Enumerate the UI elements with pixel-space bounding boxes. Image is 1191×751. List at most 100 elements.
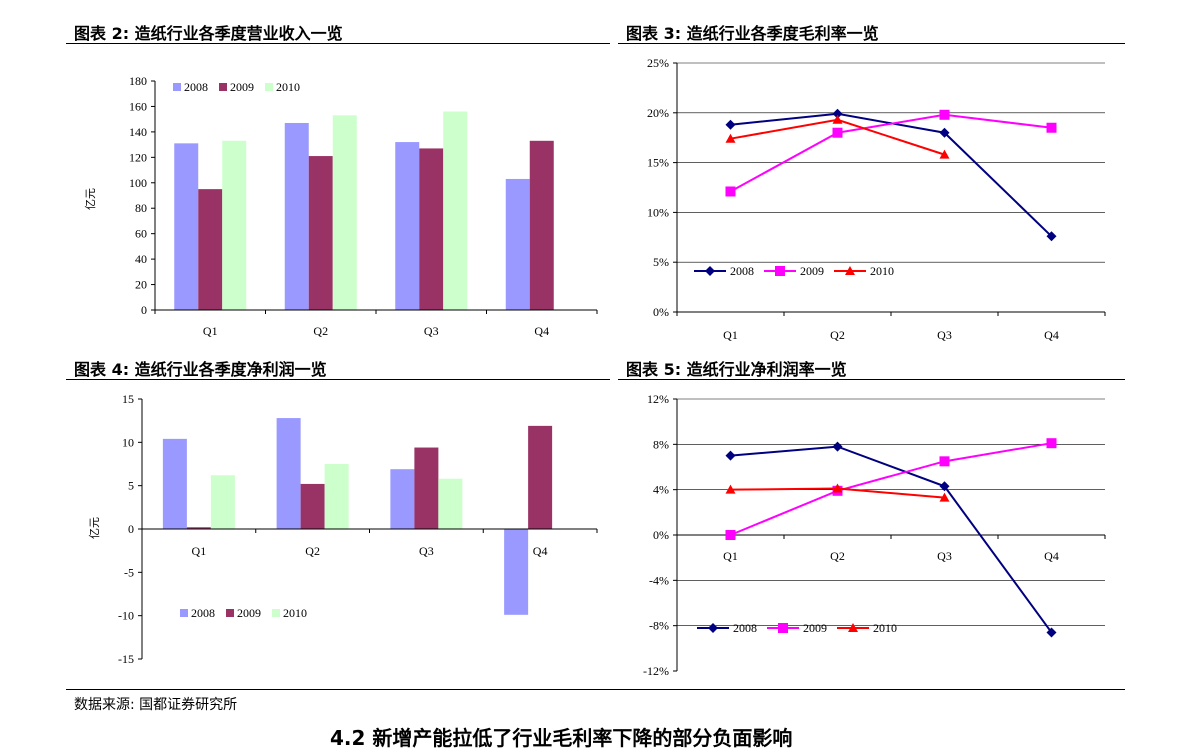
net-margin-point-2008-Q1 xyxy=(725,450,736,461)
revenue-bar-2009-Q3 xyxy=(419,148,444,310)
gross-margin-legend-label-2010: 2010 xyxy=(870,264,894,278)
revenue-bar-chart: 0 20 40 60 80 100 120 140 160 180 Q1 Q2 Q3 Q4 亿元 2008 20… xyxy=(84,74,598,338)
gross-margin-y-tick-label: 25% xyxy=(647,56,669,70)
net-margin-y-tick-label: 8% xyxy=(653,437,669,451)
gross-margin-x-tick-label: Q3 xyxy=(937,328,952,342)
net-profit-bar-2009-Q1 xyxy=(186,527,211,529)
net-profit-x-tick-label: Q2 xyxy=(305,544,320,558)
net-profit-legend-label-2010: 2010 xyxy=(283,606,307,620)
net-profit-legend-swatch-2008 xyxy=(180,609,188,617)
net-margin-y-tick-label: 0% xyxy=(653,528,669,542)
footer-rule xyxy=(66,689,1125,690)
net-profit-y-axis-label: 亿元 xyxy=(88,517,101,539)
net-margin-x-tick-label: Q1 xyxy=(723,549,738,563)
net-margin-line-chart: -12% -8% -4% 0% 4% 8% 12% Q1 Q2 Q3 Q4 2008 2009 2010 xyxy=(643,392,1106,678)
net-margin-point-2008-Q3 xyxy=(939,481,950,492)
net-margin-legend-marker-2010 xyxy=(848,623,858,632)
revenue-bar-2009-Q2 xyxy=(308,156,333,310)
revenue-y-tick-label: 60 xyxy=(135,227,147,241)
revenue-legend-swatch-2010 xyxy=(265,83,273,91)
revenue-x-tick-label: Q4 xyxy=(534,324,549,338)
gross-margin-y-tick-label: 15% xyxy=(647,156,669,170)
net-margin-y-tick-label: 12% xyxy=(647,392,669,406)
net-profit-bar-2009-Q2 xyxy=(300,483,325,529)
revenue-y-tick-label: 80 xyxy=(135,201,147,215)
revenue-x-tick-label: Q3 xyxy=(424,324,439,338)
gross-margin-legend-marker-2009 xyxy=(775,266,785,276)
revenue-x-tick-label: Q2 xyxy=(313,324,328,338)
next-section-heading: 4.2 新增产能拉低了行业毛利率下降的部分负面影响 xyxy=(330,726,793,750)
net-margin-y-tick-label: -8% xyxy=(649,619,669,633)
revenue-bar-2008-Q3 xyxy=(395,142,420,310)
chart4-title-rule xyxy=(66,379,610,380)
net-profit-bar-2008-Q2 xyxy=(276,418,301,529)
revenue-legend-swatch-2008 xyxy=(173,83,181,91)
net-margin-point-2009-Q3 xyxy=(939,456,950,467)
net-profit-bar-2010-Q3 xyxy=(438,478,463,529)
net-margin-point-2010-Q3 xyxy=(939,492,950,502)
revenue-bar-2010-Q3 xyxy=(443,111,468,311)
gross-margin-line-chart: 0% 5% 10% 15% 20% 25% Q1 Q2 Q3 Q4 2008 2009 2010 xyxy=(647,56,1106,342)
net-margin-point-2010-Q1 xyxy=(725,484,736,494)
gross-margin-x-tick-label: Q4 xyxy=(1044,328,1059,342)
gross-margin-point-2008-Q3 xyxy=(939,127,950,138)
net-margin-x-tick-label: Q2 xyxy=(830,549,845,563)
net-margin-y-tick-label: -12% xyxy=(643,664,669,678)
net-profit-legend-label-2008: 2008 xyxy=(191,606,215,620)
net-margin-point-2010-Q2 xyxy=(832,483,843,493)
gross-margin-y-tick-label: 0% xyxy=(653,305,669,319)
revenue-y-axis-label: 亿元 xyxy=(84,188,97,210)
revenue-legend-label-2009: 2009 xyxy=(230,80,254,94)
chart5-title: 图表 5: 造纸行业净利润率一览 xyxy=(626,360,847,379)
gross-margin-y-tick-label: 20% xyxy=(647,106,669,120)
chart3-title: 图表 3: 造纸行业各季度毛利率一览 xyxy=(626,24,879,43)
net-margin-x-tick-label: Q3 xyxy=(937,549,952,563)
net-profit-y-tick-label: 5 xyxy=(128,479,134,493)
gross-margin-y-tick-label: 10% xyxy=(647,205,669,219)
net-margin-y-tick-label: -4% xyxy=(649,573,669,587)
revenue-y-tick-label: 180 xyxy=(129,74,147,88)
net-profit-bar-chart: -15 -10 -5 0 5 10 15 Q1 Q2 Q3 Q4 亿元 2008 2009 2010 xyxy=(88,392,598,666)
gross-margin-point-2010-Q2 xyxy=(832,114,843,124)
net-margin-point-2008-Q4 xyxy=(1046,627,1057,638)
net-profit-bar-2008-Q4 xyxy=(504,529,529,615)
chart2-title: 图表 2: 造纸行业各季度营业收入一览 xyxy=(74,24,343,43)
net-margin-legend-marker-2008 xyxy=(708,623,718,633)
net-profit-y-tick-label: 10 xyxy=(122,435,134,449)
net-margin-point-2009-Q4 xyxy=(1046,438,1057,449)
net-margin-x-tick-label: Q4 xyxy=(1044,549,1059,563)
net-margin-line-2008 xyxy=(730,445,1053,634)
revenue-x-tick-label: Q1 xyxy=(203,324,218,338)
gross-margin-point-2009-Q4 xyxy=(1046,122,1057,133)
revenue-y-tick-label: 0 xyxy=(141,303,147,317)
gross-margin-y-tick-label: 5% xyxy=(653,255,669,269)
net-margin-point-2009-Q1 xyxy=(725,530,736,540)
net-profit-legend-swatch-2010 xyxy=(272,609,280,617)
gross-margin-x-tick-label: Q1 xyxy=(723,328,738,342)
net-profit-bar-2010-Q1 xyxy=(210,475,235,529)
net-profit-bar-2009-Q4 xyxy=(528,425,553,529)
gross-margin-point-2009-Q1 xyxy=(725,186,736,197)
net-profit-x-tick-label: Q1 xyxy=(192,544,207,558)
gross-margin-point-2008-Q2 xyxy=(832,108,843,119)
net-profit-bar-2009-Q3 xyxy=(414,447,439,529)
chart5-title-rule xyxy=(618,379,1125,380)
revenue-y-tick-label: 20 xyxy=(135,278,147,292)
revenue-bar-2010-Q2 xyxy=(332,115,357,310)
source-note: 数据来源: 国都证券研究所 xyxy=(74,697,238,713)
net-profit-y-tick-label: 15 xyxy=(122,392,134,406)
net-profit-y-tick-label: -5 xyxy=(124,565,134,579)
gross-margin-point-2008-Q1 xyxy=(725,119,736,130)
revenue-bar-2010-Q1 xyxy=(222,140,247,310)
net-profit-legend-swatch-2009 xyxy=(226,609,234,617)
net-profit-y-tick-label: 0 xyxy=(128,522,134,536)
gross-margin-legend-label-2009: 2009 xyxy=(800,264,824,278)
revenue-bar-2008-Q2 xyxy=(284,122,309,310)
revenue-y-tick-label: 140 xyxy=(129,125,147,139)
gross-margin-line-2009 xyxy=(730,113,1052,193)
revenue-bar-2009-Q1 xyxy=(198,189,223,310)
gross-margin-point-2009-Q3 xyxy=(939,109,950,120)
net-profit-bar-2008-Q3 xyxy=(390,469,415,529)
net-margin-legend-label-2009: 2009 xyxy=(803,621,827,635)
chart4-title: 图表 4: 造纸行业各季度净利润一览 xyxy=(74,360,327,379)
